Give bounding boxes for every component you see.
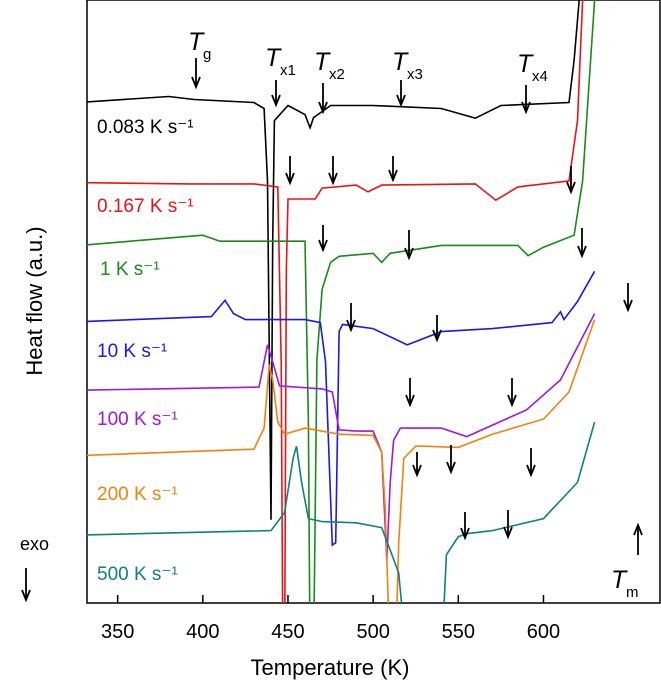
annotation-sub: x4 [532, 68, 548, 85]
annotation-sub: g [203, 46, 211, 63]
arrow-head [318, 239, 328, 253]
y-axis-label: Heat flow (a.u.) [22, 226, 47, 375]
arrow-head [346, 319, 356, 333]
arrow-head [633, 522, 643, 536]
annotation-sub: x3 [407, 66, 423, 83]
x-tick-label: 500 [356, 621, 389, 643]
arrow-head [271, 94, 281, 108]
arrow-head [521, 101, 531, 115]
annotation: T [265, 44, 282, 72]
legend-label: 500 K s⁻¹ [97, 564, 178, 585]
annotation: T [188, 28, 205, 56]
legend-label: 10 K s⁻¹ [97, 341, 167, 362]
series-line [87, 0, 580, 520]
legend-label: 0.167 K s⁻¹ [97, 196, 194, 217]
annotation: T [314, 48, 331, 76]
annotation: T [392, 48, 409, 76]
arrow-head [460, 527, 470, 541]
x-tick-label: 550 [442, 621, 475, 643]
arrow-head [21, 589, 31, 603]
arrow-head [328, 172, 338, 186]
x-tick-label: 600 [527, 621, 560, 643]
arrow-head [566, 181, 576, 195]
arrow-head [285, 172, 295, 186]
legend-label: 100 K s⁻¹ [97, 409, 178, 430]
legend-label: 0.083 K s⁻¹ [97, 117, 194, 138]
arrow-head [388, 169, 398, 183]
x-axis-label: Temperature (K) [251, 655, 410, 680]
arrow-head [404, 247, 414, 261]
annotation: exo [20, 534, 49, 554]
legend-label: 200 K s⁻¹ [97, 484, 178, 505]
series-line [87, 270, 596, 547]
arrow-head [191, 76, 201, 90]
arrow-head [412, 464, 422, 478]
x-tick-label: 350 [101, 621, 134, 643]
annotation-sub: x1 [280, 62, 296, 79]
plot-lines [87, 0, 596, 603]
arrow-head [577, 245, 587, 259]
arrow-head [318, 101, 328, 115]
arrow-head [446, 461, 456, 475]
arrow-head [526, 464, 536, 478]
series-line [87, 421, 596, 603]
arrows [21, 58, 643, 603]
series-line [87, 0, 596, 603]
x-tick-label: 450 [271, 621, 304, 643]
annotation-sub: x2 [329, 66, 345, 83]
legend-label: 1 K s⁻¹ [100, 259, 160, 280]
arrow-head [503, 526, 513, 540]
arrow-head [623, 299, 633, 313]
series-line [87, 319, 596, 603]
annotation: T [517, 50, 534, 78]
arrow-head [405, 394, 415, 408]
x-tick-label: 400 [186, 621, 219, 643]
plot-frame [86, 0, 661, 604]
series-line [87, 0, 584, 603]
arrow-head [432, 329, 442, 343]
annotation-sub: m [626, 584, 639, 601]
arrow-head [507, 394, 517, 408]
arrow-head [396, 94, 406, 108]
annotation: T [611, 566, 628, 594]
